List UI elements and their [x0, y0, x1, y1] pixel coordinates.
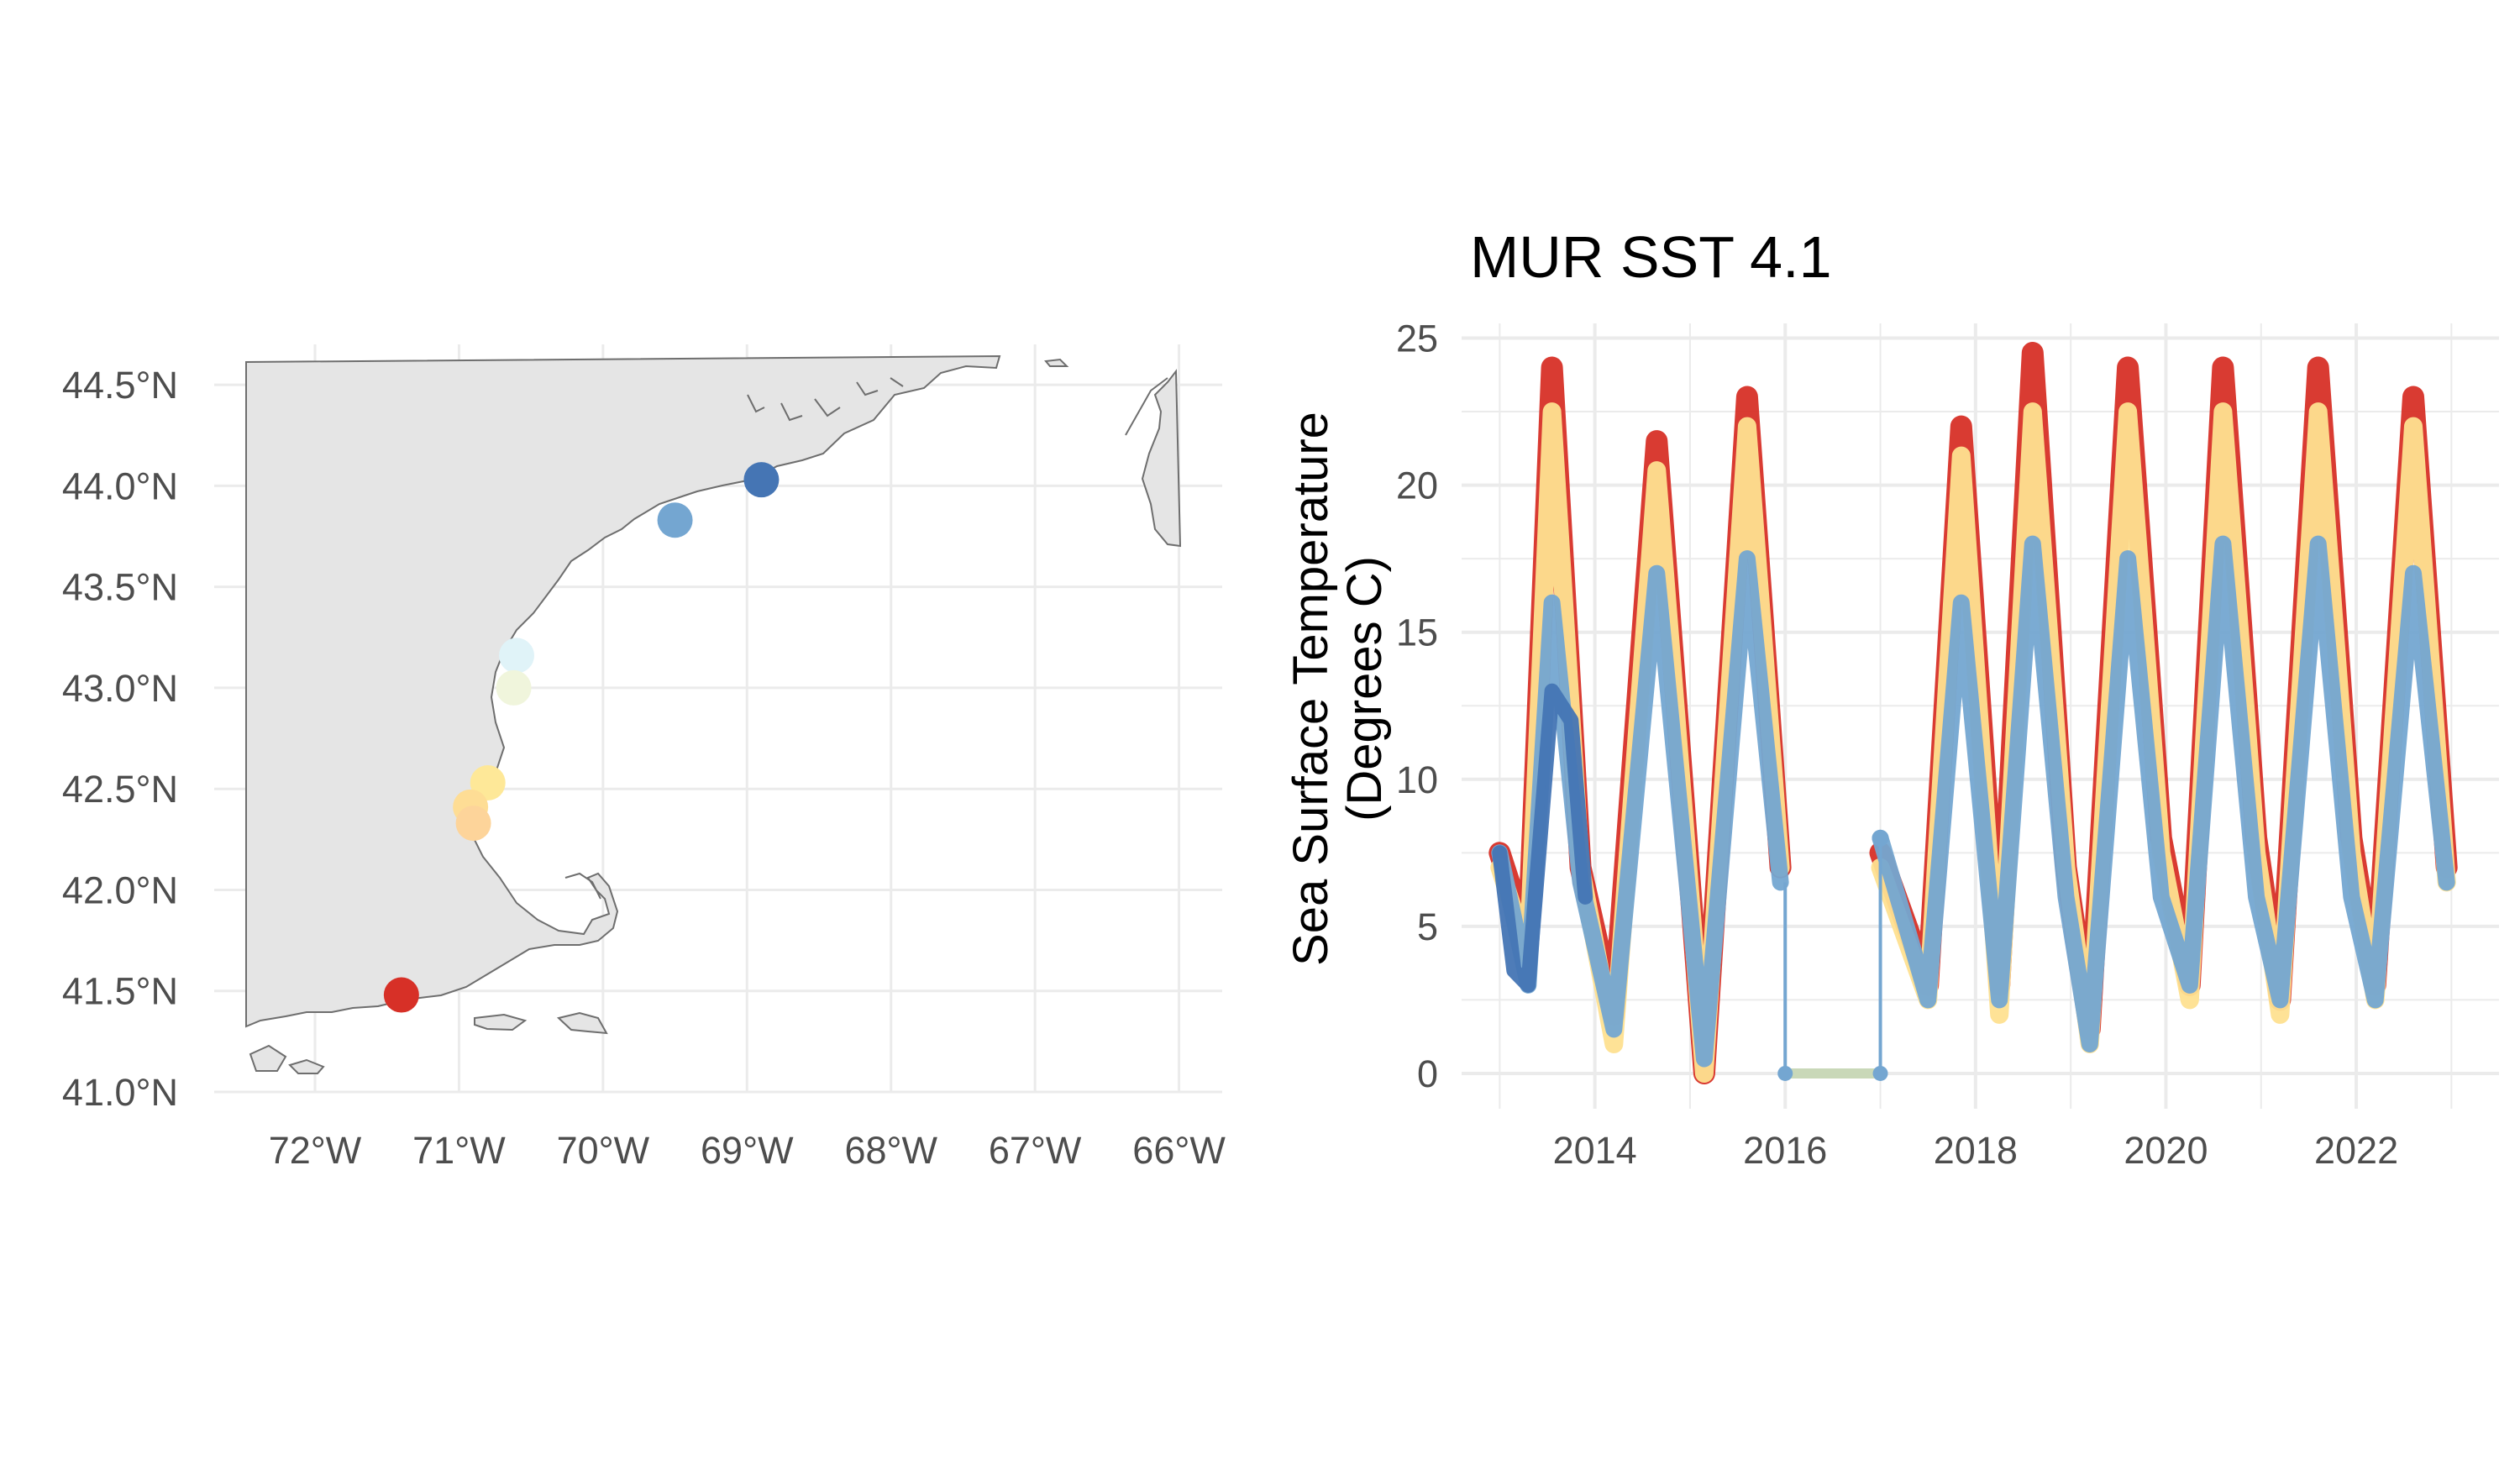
- site-marker: [657, 502, 693, 538]
- map-y-tick-label: 44.0°N: [62, 464, 178, 507]
- y-axis-title-line-2: (Degrees C): [1337, 556, 1392, 821]
- map-x-tick-label: 70°W: [557, 1129, 650, 1172]
- long-island-fragment: [288, 1058, 325, 1074]
- map-y-tick-label: 43.5°N: [62, 566, 178, 609]
- site-marker: [455, 806, 491, 842]
- mainland-land: [245, 354, 1001, 1028]
- sst-x-tick-label: 2022: [2314, 1129, 2398, 1172]
- chart-title: MUR SST 4.1: [1470, 224, 1832, 290]
- nantucket-island: [556, 1011, 608, 1035]
- map-y-tick-labels: 41.0°N 41.5°N 42.0°N 42.5°N 43.0°N 43.5°N 44.0…: [62, 364, 178, 1114]
- map-y-tick-label: 42.0°N: [62, 869, 178, 911]
- sst-series-line: [1872, 535, 2455, 1052]
- sst-series-line: [1492, 683, 1593, 993]
- site-marker: [496, 669, 532, 706]
- site-markers: [383, 462, 780, 1013]
- maine-islands: [747, 377, 904, 422]
- site-marker: [383, 977, 419, 1013]
- cape-cod-outline: [564, 872, 601, 900]
- nova-scotia-coast: [1125, 377, 1168, 436]
- site-marker: [743, 462, 780, 498]
- sst-y-tick-label: 10: [1396, 758, 1438, 801]
- map-y-tick-label: 42.5°N: [62, 768, 178, 811]
- site-marker: [499, 638, 534, 674]
- map-x-tick-label: 66°W: [1132, 1129, 1226, 1172]
- map-x-tick-label: 67°W: [989, 1129, 1082, 1172]
- nova-scotia-land: [1141, 369, 1182, 548]
- sst-x-tick-label: 2016: [1743, 1129, 1827, 1172]
- map-panel: 72°W 71°W 70°W 69°W 68°W 67°W 66°W 41.0°N 41.5°…: [62, 344, 1226, 1172]
- map-x-tick-label: 71°W: [412, 1129, 506, 1172]
- map-x-tick-label: 69°W: [701, 1129, 794, 1172]
- land-polygon: [245, 354, 1182, 1074]
- sst-y-tick-labels: 0 5 10 15 20 25: [1396, 318, 1438, 1095]
- sst-x-tick-label: 2018: [1934, 1129, 2018, 1172]
- sst-y-tick-label: 5: [1417, 905, 1438, 948]
- sst-y-tick-label: 15: [1396, 611, 1438, 654]
- sst-y-tick-label: 0: [1417, 1052, 1438, 1095]
- map-y-tick-label: 44.5°N: [62, 364, 178, 407]
- y-axis-title-line-1: Sea Surface Temperature: [1284, 412, 1338, 966]
- sst-gap-point: [1777, 1065, 1793, 1081]
- grand-manan-island: [1044, 358, 1069, 367]
- sst-series: [1488, 342, 2458, 1084]
- martha-vineyard-island: [474, 1013, 528, 1031]
- sst-x-tick-labels: 2014 2016 2018 2020 2022: [1553, 1129, 2399, 1172]
- map-x-tick-label: 68°W: [844, 1129, 937, 1172]
- map-x-tick-label: 72°W: [269, 1129, 362, 1172]
- map-y-tick-label: 41.5°N: [62, 970, 178, 1013]
- sst-x-tick-label: 2020: [2124, 1129, 2208, 1172]
- sst-x-tick-label: 2014: [1553, 1129, 1637, 1172]
- sst-panel: MUR SST 4.1 2014 2016 2018 2020 2022 0 5 10 15 2…: [1284, 224, 2499, 1172]
- sst-gap-point: [1872, 1065, 1888, 1081]
- map-y-tick-label: 41.0°N: [62, 1071, 178, 1114]
- sst-gap-point: [1872, 829, 1889, 847]
- y-axis-title: Sea Surface Temperature (Degrees C): [1284, 412, 1392, 966]
- long-island-tip: [249, 1044, 287, 1072]
- map-x-tick-labels: 72°W 71°W 70°W 69°W 68°W 67°W 66°W: [269, 1129, 1226, 1172]
- map-y-tick-label: 43.0°N: [62, 667, 178, 710]
- sst-y-tick-label: 25: [1396, 318, 1438, 360]
- sst-y-tick-label: 20: [1396, 464, 1438, 507]
